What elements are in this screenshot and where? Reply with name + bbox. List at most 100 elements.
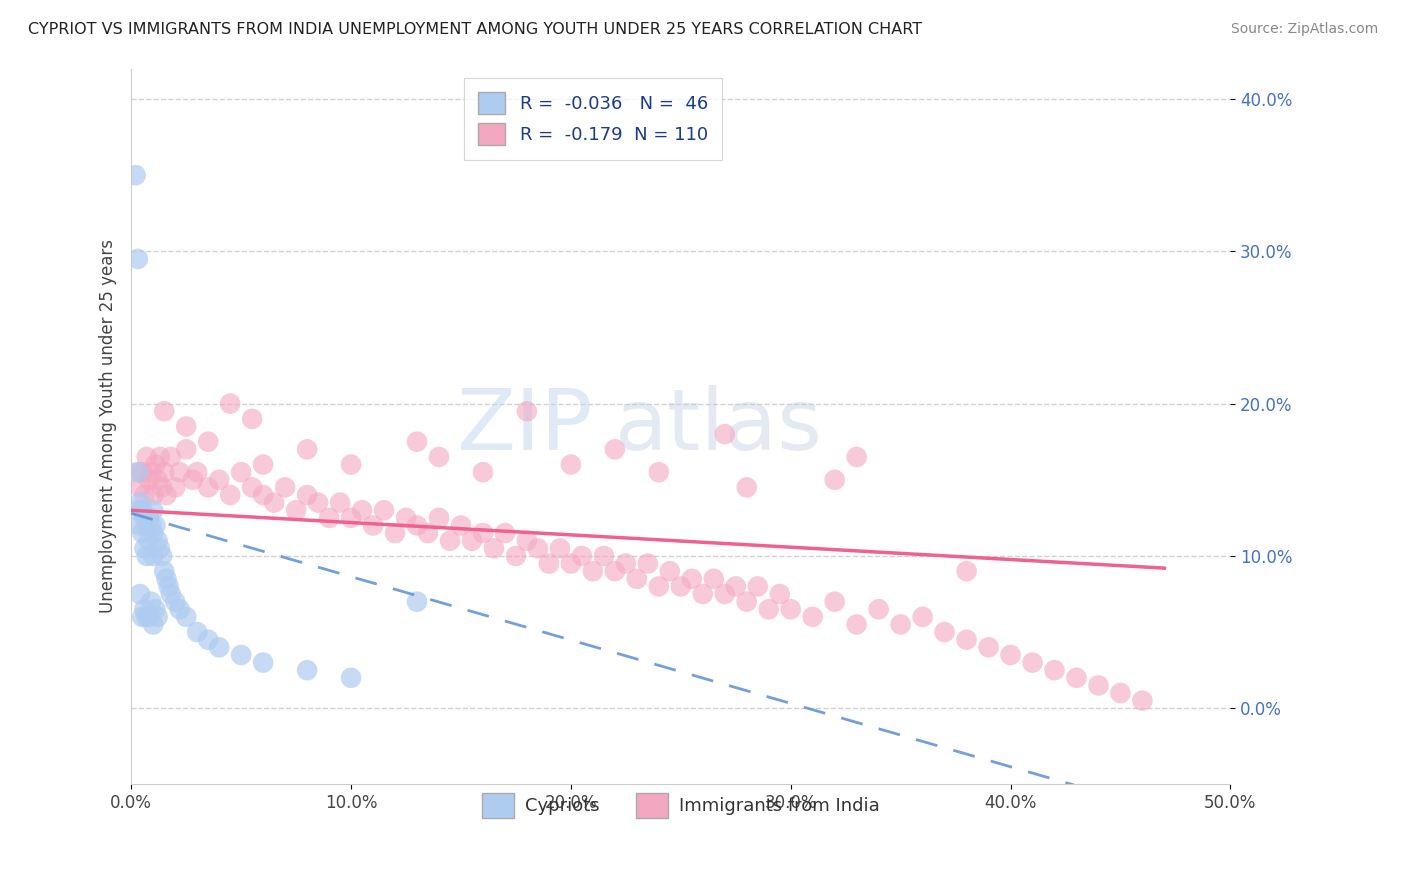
Cypriots [129, 495, 152, 509]
Cypriots [165, 594, 187, 608]
Immigrants from India [571, 549, 593, 563]
Immigrants from India [527, 541, 550, 556]
Immigrants from India [648, 465, 671, 479]
Immigrants from India [134, 488, 156, 502]
Cypriots [153, 564, 176, 578]
Cypriots [127, 252, 149, 266]
Immigrants from India [482, 541, 505, 556]
Immigrants from India [307, 495, 329, 509]
Cypriots [340, 671, 363, 685]
Immigrants from India [548, 541, 571, 556]
Immigrants from India [139, 465, 162, 479]
Immigrants from India [1087, 678, 1109, 692]
Immigrants from India [977, 640, 1000, 655]
Immigrants from India [450, 518, 472, 533]
Immigrants from India [149, 450, 172, 464]
Cypriots [138, 511, 160, 525]
Immigrants from India [252, 488, 274, 502]
Immigrants from India [868, 602, 890, 616]
Cypriots [138, 610, 160, 624]
Cypriots [142, 526, 165, 541]
Immigrants from India [219, 396, 242, 410]
Immigrants from India [135, 450, 157, 464]
Immigrants from India [582, 564, 605, 578]
Immigrants from India [461, 533, 484, 548]
Immigrants from India [603, 564, 626, 578]
Y-axis label: Unemployment Among Youth under 25 years: Unemployment Among Youth under 25 years [100, 239, 117, 614]
Immigrants from India [340, 458, 363, 472]
Immigrants from India [779, 602, 801, 616]
Immigrants from India [1066, 671, 1088, 685]
Cypriots [145, 518, 167, 533]
Immigrants from India [845, 617, 868, 632]
Cypriots [138, 533, 160, 548]
Immigrants from India [713, 427, 735, 442]
Immigrants from India [219, 488, 242, 502]
Immigrants from India [1021, 656, 1043, 670]
Cypriots [149, 541, 172, 556]
Cypriots [139, 518, 162, 533]
Cypriots [150, 549, 173, 563]
Immigrants from India [626, 572, 648, 586]
Immigrants from India [159, 450, 181, 464]
Immigrants from India [472, 526, 495, 541]
Immigrants from India [516, 404, 538, 418]
Immigrants from India [1109, 686, 1132, 700]
Immigrants from India [955, 564, 977, 578]
Immigrants from India [138, 473, 160, 487]
Cypriots [142, 549, 165, 563]
Immigrants from India [614, 557, 637, 571]
Cypriots [157, 579, 180, 593]
Immigrants from India [186, 465, 208, 479]
Immigrants from India [155, 488, 177, 502]
Immigrants from India [145, 458, 167, 472]
Immigrants from India [824, 594, 846, 608]
Immigrants from India [181, 473, 204, 487]
Immigrants from India [801, 610, 824, 624]
Immigrants from India [648, 579, 671, 593]
Immigrants from India [395, 511, 418, 525]
Immigrants from India [384, 526, 406, 541]
Immigrants from India [637, 557, 659, 571]
Immigrants from India [295, 488, 318, 502]
Immigrants from India [505, 549, 527, 563]
Legend: Cypriots, Immigrants from India: Cypriots, Immigrants from India [474, 786, 887, 825]
Cypriots [142, 617, 165, 632]
Immigrants from India [681, 572, 703, 586]
Cypriots [197, 632, 219, 647]
Immigrants from India [153, 465, 176, 479]
Immigrants from India [142, 488, 165, 502]
Immigrants from India [197, 434, 219, 449]
Immigrants from India [494, 526, 516, 541]
Cypriots [146, 610, 169, 624]
Immigrants from India [1000, 648, 1022, 662]
Immigrants from India [146, 473, 169, 487]
Cypriots [174, 610, 197, 624]
Immigrants from India [824, 473, 846, 487]
Cypriots [169, 602, 191, 616]
Immigrants from India [129, 480, 152, 494]
Cypriots [134, 541, 156, 556]
Immigrants from India [240, 480, 263, 494]
Text: ZIP: ZIP [457, 385, 593, 468]
Immigrants from India [560, 458, 582, 472]
Cypriots [131, 526, 153, 541]
Immigrants from India [208, 473, 231, 487]
Immigrants from India [329, 495, 352, 509]
Immigrants from India [416, 526, 439, 541]
Immigrants from India [150, 480, 173, 494]
Cypriots [139, 594, 162, 608]
Text: atlas: atlas [614, 385, 823, 468]
Immigrants from India [735, 594, 758, 608]
Immigrants from India [427, 511, 450, 525]
Immigrants from India [1132, 693, 1154, 707]
Immigrants from India [240, 412, 263, 426]
Cypriots [129, 518, 152, 533]
Immigrants from India [427, 450, 450, 464]
Cypriots [295, 663, 318, 677]
Cypriots [231, 648, 253, 662]
Immigrants from India [153, 404, 176, 418]
Cypriots [131, 610, 153, 624]
Immigrants from India [472, 465, 495, 479]
Cypriots [135, 549, 157, 563]
